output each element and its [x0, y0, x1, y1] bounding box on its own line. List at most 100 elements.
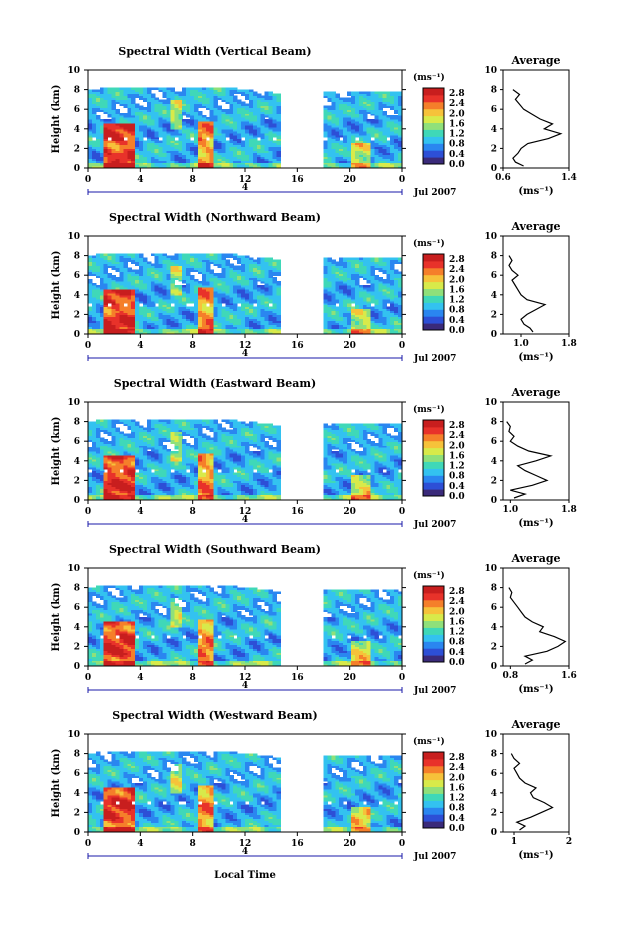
heatmap-cell	[229, 122, 234, 126]
heatmap-cell	[339, 119, 344, 122]
heatmap-cell	[327, 115, 332, 118]
heatmap-cell	[139, 285, 144, 288]
heatmap-cell	[146, 101, 152, 104]
heatmap-cell	[142, 119, 148, 122]
heatmap-cell	[386, 160, 391, 163]
heatmap-cell	[390, 156, 395, 159]
heatmap-cell	[154, 134, 160, 138]
heatmap-cell	[146, 136, 152, 140]
heatmap-cell	[190, 144, 195, 148]
heatmap-cell	[248, 164, 254, 167]
heatmap-cell	[264, 257, 270, 261]
heatmap-cell	[107, 255, 113, 259]
heatmap-cell	[398, 107, 403, 110]
heatmap-cell	[139, 288, 144, 292]
heatmap-cell	[139, 105, 144, 108]
heatmap-cell	[248, 136, 254, 140]
heatmap-cell	[264, 91, 270, 95]
heatmap-cell	[135, 115, 140, 118]
heatmap-cell	[197, 134, 203, 138]
heatmap-cell	[335, 101, 340, 104]
heatmap-cell	[139, 156, 144, 159]
heatmap-cell	[99, 255, 105, 259]
heatmap-cell	[115, 294, 120, 298]
heatmap-cell	[374, 117, 379, 120]
heatmap-cell	[146, 140, 152, 144]
heatmap-cell	[374, 107, 379, 110]
heatmap-cell	[123, 300, 128, 304]
heatmap-cell	[205, 126, 211, 130]
heatmap-cell	[327, 124, 332, 128]
heatmap-cell	[256, 113, 262, 116]
heatmap-cell	[91, 285, 97, 288]
heatmap-cell	[229, 162, 234, 165]
heatmap-cell	[256, 166, 262, 169]
heatmap-cell	[252, 109, 258, 112]
heatmap-cell	[150, 164, 156, 167]
heatmap-cell	[142, 140, 148, 144]
heatmap-cell	[260, 285, 266, 288]
heatmap-cell	[127, 294, 132, 298]
heatmap-cell	[382, 95, 387, 99]
heatmap-cell	[327, 121, 332, 124]
heatmap-cell	[331, 136, 336, 140]
heatmap-cell	[229, 128, 234, 132]
heatmap-cell	[123, 322, 128, 325]
heatmap-cell	[182, 113, 187, 116]
heatmap-cell	[95, 253, 101, 257]
heatmap-cell	[146, 298, 152, 302]
heatmap-cell	[272, 103, 277, 106]
heatmap-cell	[146, 275, 152, 278]
heatmap-cell	[111, 107, 116, 110]
heatmap-cell	[178, 154, 183, 157]
heatmap-cell	[366, 130, 372, 134]
heatmap-cell	[146, 154, 152, 157]
heatmap-cell	[154, 105, 160, 108]
heatmap-cell	[139, 109, 144, 112]
heatmap-cell	[194, 134, 199, 138]
heatmap-cell	[139, 148, 144, 151]
heatmap-cell	[370, 111, 376, 114]
heatmap-cell	[154, 128, 160, 132]
heatmap-cell	[123, 294, 128, 298]
heatmap-cell	[217, 93, 222, 97]
heatmap-cell	[158, 121, 164, 124]
heatmap-cell	[256, 162, 262, 165]
heatmap-cell	[131, 330, 136, 333]
heatmap-cell	[394, 103, 399, 106]
heatmap-cell	[99, 150, 105, 153]
heatmap-cell	[225, 109, 230, 112]
heatmap-cell	[209, 95, 215, 99]
heatmap-cell	[233, 122, 238, 126]
heatmap-cell	[95, 156, 101, 159]
heatmap-cell	[107, 87, 113, 91]
heatmap-cell	[268, 164, 274, 167]
heatmap-cell	[276, 122, 281, 126]
heatmap-cell	[123, 296, 128, 300]
heatmap-cell	[182, 146, 187, 149]
heatmap-cell	[123, 132, 128, 136]
heatmap-cell	[142, 285, 148, 288]
heatmap-cell	[252, 130, 258, 134]
heatmap-cell	[398, 156, 403, 159]
heatmap-cell	[225, 117, 230, 120]
heatmap-cell	[386, 122, 391, 126]
heatmap-cell	[135, 261, 140, 265]
heatmap-cell	[119, 140, 124, 144]
heatmap-cell	[276, 119, 281, 122]
heatmap-cell	[111, 281, 116, 284]
heatmap-cell	[205, 128, 211, 132]
heatmap-cell	[394, 146, 399, 149]
heatmap-cell	[119, 126, 124, 130]
heatmap-cell	[170, 158, 175, 161]
heatmap-cell	[99, 93, 105, 97]
heatmap-cell	[107, 115, 113, 118]
heatmap-cell	[111, 257, 116, 261]
heatmap-cell	[323, 146, 328, 149]
heatmap-cell	[335, 111, 340, 114]
heatmap-cell	[378, 122, 383, 126]
heatmap-cell	[351, 119, 356, 122]
heatmap-cell	[88, 290, 93, 294]
heatmap-cell	[217, 160, 222, 163]
heatmap-cell	[111, 109, 116, 112]
